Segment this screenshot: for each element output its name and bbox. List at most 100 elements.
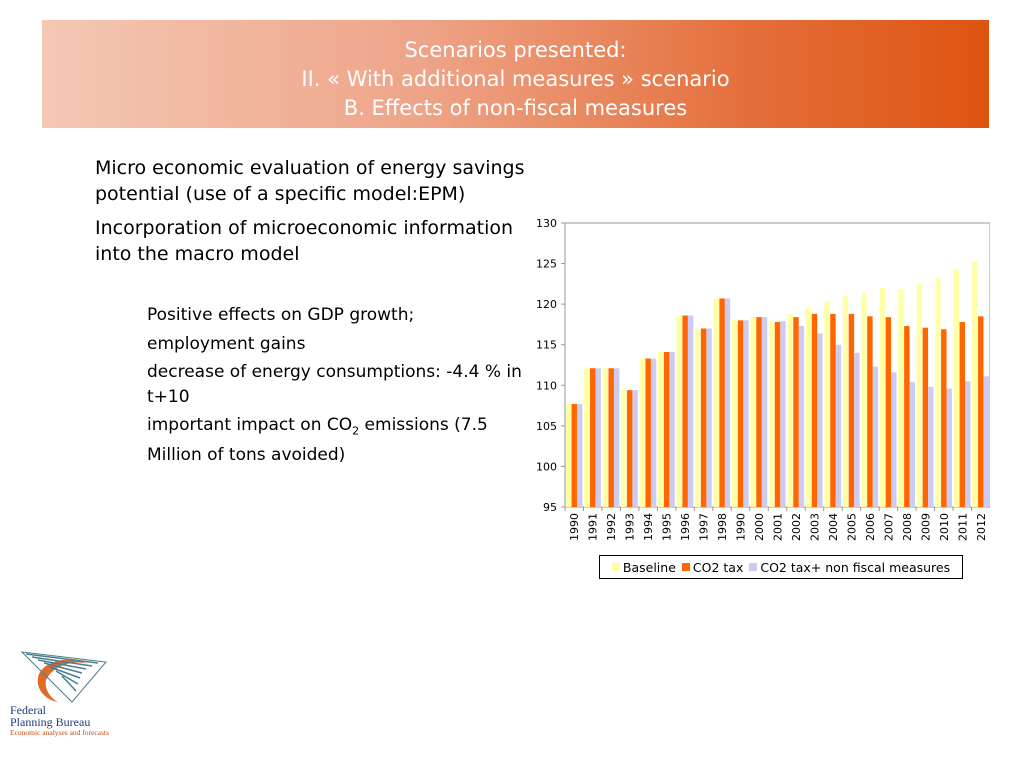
bar-co2-tax-1990 <box>737 320 744 507</box>
bar-baseline-2005 <box>842 296 849 507</box>
bar-co2-tax-non-fiscal-measures-2003 <box>817 333 823 507</box>
bar-co2-tax-1990 <box>571 403 577 507</box>
logo-name-line1: Federal <box>10 703 46 717</box>
bar-co2-tax-non-fiscal-measures-1992 <box>613 368 620 507</box>
bar-chart: 95 100 105 110 115 120 125 130 1990 1991 1992 1993 1… <box>520 205 990 585</box>
y-tick-label: 115 <box>536 339 557 352</box>
x-tick-label: 2010 <box>938 513 951 541</box>
bar-co2-tax-non-fiscal-measures-2005 <box>854 352 860 507</box>
bar-co2-tax-non-fiscal-measures-2007 <box>891 372 897 507</box>
bar-co2-tax-non-fiscal-measures-2006 <box>872 366 879 507</box>
x-tick-label: 1993 <box>624 513 637 541</box>
bar-co2-tax-2005 <box>848 313 855 507</box>
bar-baseline-2012 <box>972 261 978 507</box>
x-tick-label: 1995 <box>661 513 674 541</box>
bar-co2-tax-non-fiscal-measures-2009 <box>928 386 934 507</box>
plot-area: 95 100 105 110 115 120 125 130 1990 1991 1992 1993 1… <box>536 217 990 541</box>
bar-baseline-2003 <box>805 307 812 507</box>
bar-co2-tax-1994 <box>645 358 651 507</box>
x-tick-label: 2002 <box>790 513 803 541</box>
bar-co2-tax-1993 <box>626 390 633 507</box>
bar-co2-tax-2001 <box>774 321 781 507</box>
bar-baseline-2010 <box>935 278 941 507</box>
logo-emblem-icon <box>20 651 107 703</box>
x-tick-label: 2011 <box>956 513 969 541</box>
bar-co2-tax-non-fiscal-measures-1990 <box>743 320 749 507</box>
title-banner: Scenarios presented: II. « With addition… <box>42 20 989 128</box>
legend-swatch-co2-nonfiscal <box>749 563 758 571</box>
bar-baseline-2006 <box>861 292 867 507</box>
x-tick-label: 2012 <box>975 513 988 541</box>
bar-co2-tax-2009 <box>922 327 929 507</box>
x-tick-label: 1990 <box>735 513 748 541</box>
bar-co2-tax-2012 <box>978 316 984 507</box>
y-tick-label: 130 <box>536 217 557 230</box>
legend-label-baseline: Baseline <box>622 559 676 575</box>
logo-tagline: Economic analyses and forecasts <box>10 728 109 737</box>
x-tick-label: 2001 <box>772 513 785 541</box>
bar-baseline-2004 <box>824 301 830 507</box>
bar-baseline-1993 <box>621 390 627 507</box>
sub-item-gdp: Positive effects on GDP growth; <box>147 305 415 325</box>
bar-baseline-1991 <box>584 368 590 507</box>
bar-co2-tax-1997 <box>700 328 707 507</box>
paragraph-incorporation: Incorporation of microeconomic informati… <box>95 217 514 265</box>
x-tick-label: 1996 <box>679 513 692 541</box>
bar-co2-tax-non-fiscal-measures-2010 <box>946 388 952 507</box>
body-text: Micro economic evaluation of energy savi… <box>95 155 525 275</box>
bar-co2-tax-2011 <box>959 321 965 507</box>
legend-swatch-baseline <box>611 563 620 571</box>
co2-emissions-text: emissions (7.5 Million of tons avoided) <box>147 415 488 466</box>
bar-co2-tax-1992 <box>608 368 614 507</box>
title-line-1: Scenarios presented: <box>404 38 627 62</box>
x-tick-label: 1991 <box>587 513 600 541</box>
bar-co2-tax-non-fiscal-measures-1998 <box>724 298 731 507</box>
legend-item-baseline: Baseline <box>611 559 676 575</box>
bar-co2-tax-non-fiscal-measures-1990 <box>576 403 583 507</box>
bar-co2-tax-non-fiscal-measures-1996 <box>687 315 694 507</box>
bar-co2-tax-2006 <box>867 316 873 507</box>
x-tick-label: 2003 <box>808 513 821 541</box>
co2-subscript: 2 <box>352 424 360 438</box>
logo-name-line2: Planning Bureau <box>10 715 91 729</box>
title-line-2: II. « With additional measures » scenari… <box>301 67 730 91</box>
x-tick-label: 2005 <box>845 513 858 541</box>
bar-co2-tax-non-fiscal-measures-2004 <box>835 344 842 507</box>
y-tick-label: 120 <box>536 298 557 311</box>
bar-co2-tax-non-fiscal-measures-2002 <box>798 326 805 507</box>
bar-baseline-1997 <box>694 328 701 507</box>
x-tick-label: 2009 <box>919 513 932 541</box>
legend-item-co2-tax: CO2 tax <box>681 559 744 575</box>
x-tick-label: 2007 <box>882 513 895 541</box>
legend-item-co2-nonfiscal: CO2 tax+ non fiscal measures <box>749 560 950 575</box>
sub-item-employment: employment gains <box>147 334 306 354</box>
y-tick-label: 125 <box>536 258 557 271</box>
legend-label-co2-nonfiscal: CO2 tax+ non fiscal measures <box>760 559 951 575</box>
y-tick-label: 105 <box>536 420 557 433</box>
bar-co2-tax-2007 <box>885 317 892 507</box>
bar-co2-tax-2008 <box>904 326 910 507</box>
x-tick-label: 1990 <box>568 513 581 541</box>
bar-co2-tax-non-fiscal-measures-2011 <box>965 381 971 507</box>
bar-baseline-1995 <box>657 352 664 507</box>
bar-co2-tax-non-fiscal-measures-2008 <box>909 382 915 507</box>
bar-co2-tax-non-fiscal-measures-1991 <box>595 368 601 507</box>
bar-co2-tax-non-fiscal-measures-2000 <box>761 317 768 507</box>
bar-baseline-2011 <box>953 269 960 507</box>
sub-item-energy: decrease of energy consumptions: -4.4 % … <box>147 362 522 407</box>
bar-baseline-2009 <box>916 283 923 507</box>
bar-co2-tax-2000 <box>756 317 762 507</box>
bar-baseline-2001 <box>768 321 775 507</box>
title-line-3: B. Effects of non-fiscal measures <box>343 96 688 120</box>
bar-co2-tax-1998 <box>719 298 725 507</box>
bar-co2-tax-non-fiscal-measures-1995 <box>669 352 675 507</box>
bar-baseline-1998 <box>713 298 719 507</box>
bar-baseline-2000 <box>750 317 756 507</box>
federal-planning-bureau-logo <box>10 650 120 740</box>
bar-baseline-2007 <box>879 287 886 507</box>
paragraph-micro-evaluation: Micro economic evaluation of energy savi… <box>95 157 525 205</box>
legend-swatch-co2-tax <box>681 563 690 571</box>
x-tick-label: 1994 <box>642 513 655 541</box>
legend-label-co2-tax: CO2 tax <box>692 559 744 575</box>
bar-co2-tax-2004 <box>830 313 836 507</box>
